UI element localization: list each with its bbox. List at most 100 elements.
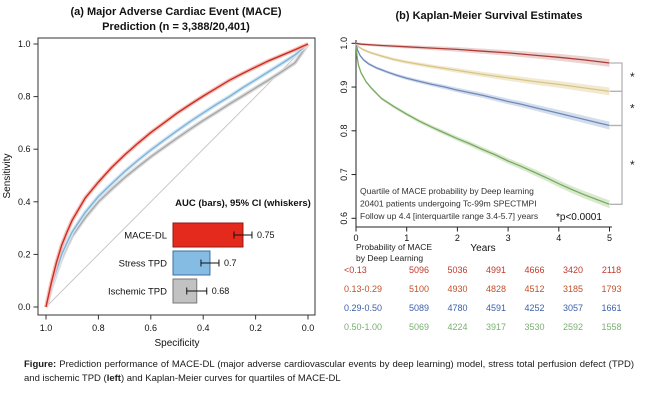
risk-table-row: <0.13 5096 5036 4991 4666 3420 2118 — [344, 265, 621, 275]
roc-ytick-label: 0.4 — [18, 197, 31, 207]
auc-value-label: 0.7 — [224, 258, 237, 268]
risk-row-label: 0.50-1.00 — [344, 322, 382, 332]
risk-count-cell: 2118 — [602, 265, 621, 275]
auc-bar-label: Ischemic TPD — [108, 287, 167, 298]
caption-text-2: ) and Kaplan-Meier curves for quartiles … — [120, 372, 341, 384]
roc-ytick-label: 0.0 — [18, 302, 31, 312]
km-xtick-label: 0 — [353, 233, 358, 243]
risk-count-cell: 3057 — [563, 303, 583, 313]
caption-figure-label: Figure: — [24, 359, 57, 370]
significance-asterisk: * — [630, 158, 635, 172]
risk-count-cell: 3185 — [563, 284, 583, 294]
roc-reference-diagonal — [45, 43, 309, 308]
roc-ytick-label: 0.8 — [18, 92, 31, 102]
roc-ytick-label: 1.0 — [18, 39, 31, 49]
km-note-line2: 20401 patients undergoing Tc-99m SPECTMP… — [360, 199, 537, 209]
risk-count-cell: 5089 — [409, 303, 429, 313]
roc-xtick-label: 1.0 — [40, 323, 53, 333]
roc-xtick-label: 0.0 — [302, 323, 315, 333]
risk-table-header-line2: by Deep Learning — [356, 253, 423, 263]
roc-curves — [44, 42, 310, 308]
km-ci-band-0.13-0.29 — [356, 42, 610, 96]
risk-count-cell: 3420 — [563, 265, 583, 275]
auc-value-label: 0.68 — [212, 286, 230, 296]
significance-asterisk: * — [630, 70, 635, 84]
km-ytick-label: 0.8 — [339, 125, 349, 138]
auc-bar-label: Stress TPD — [119, 259, 168, 270]
risk-count-cell: 4780 — [447, 303, 467, 313]
risk-count-cell: 5069 — [409, 322, 429, 332]
significance-bracket — [610, 124, 623, 205]
km-curve-0.13-0.29 — [355, 42, 610, 93]
figure-canvas: (a) Major Adverse Cardiac Event (MACE) P… — [2, 6, 635, 349]
auc-value-label: 0.75 — [257, 230, 275, 240]
risk-count-cell: 4591 — [486, 303, 506, 313]
km-xtick-label: 2 — [455, 233, 460, 243]
auc-bar-inset: MACE-DL 0.75 Stress TPD 0.7 Ischemic TPD 0.68 — [108, 222, 275, 304]
risk-table: Probability of MACE by Deep Learning <0.… — [344, 242, 622, 332]
risk-table-row: 0.50-1.00 5069 4224 3917 3530 2592 1558 — [344, 322, 622, 332]
km-xtick-label: 3 — [506, 233, 511, 243]
km-ytick-label: 0.6 — [339, 212, 349, 225]
km-curve-0.29-0.50 — [355, 43, 610, 127]
risk-count-cell: 4224 — [447, 322, 467, 332]
auc-inset-title: AUC (bars), 95% CI (whiskers) — [175, 198, 311, 209]
risk-table-rows: <0.13 5096 5036 4991 4666 3420 2118 0.13-0.29 51… — [344, 265, 622, 332]
km-curves — [355, 42, 610, 209]
km-panel: (b) Kaplan-Meier Survival Estimates 0.60… — [339, 10, 635, 332]
panel-a-title-line1: (a) Major Adverse Cardiac Event (MACE) — [70, 6, 281, 18]
km-ci-band-<0.13 — [356, 42, 610, 67]
risk-count-cell: 4252 — [524, 303, 544, 313]
km-xtick-label: 4 — [556, 233, 561, 243]
auc-bar-label: MACE-DL — [124, 231, 167, 242]
roc-panel: (a) Major Adverse Cardiac Event (MACE) P… — [2, 6, 316, 349]
caption-text-1: Prediction performance of MACE-DL (major… — [24, 359, 634, 384]
roc-ytick-label: 0.6 — [18, 144, 31, 154]
risk-row-label: 0.13-0.29 — [344, 284, 382, 294]
risk-row-label: 0.29-0.50 — [344, 303, 382, 313]
caption-bold-left: left — [106, 372, 121, 384]
significance-asterisk: * — [630, 101, 635, 115]
risk-table-header-line1: Probability of MACE — [356, 242, 432, 252]
panel-b-title: (b) Kaplan-Meier Survival Estimates — [395, 10, 582, 22]
risk-count-cell: 1793 — [601, 284, 621, 294]
km-pvalue: *p<0.0001 — [556, 212, 602, 223]
roc-ylabel: Sensitivity — [2, 153, 13, 198]
risk-count-cell: 4991 — [486, 265, 506, 275]
auc-bar-MACE-DL — [172, 222, 244, 248]
risk-count-cell: 4930 — [447, 284, 467, 294]
km-xtick-label: 1 — [404, 233, 409, 243]
risk-table-row: 0.13-0.29 5100 4930 4828 4512 3185 1793 — [344, 284, 622, 294]
risk-table-row: 0.29-0.50 5089 4780 4591 4252 3057 1661 — [344, 303, 622, 313]
km-ytick-label: 0.9 — [339, 81, 349, 94]
roc-ytick-label: 0.2 — [18, 249, 31, 259]
risk-count-cell: 4666 — [524, 265, 544, 275]
panel-a-title-line2: Prediction (n = 3,388/20,401) — [102, 21, 250, 33]
km-significance-brackets: * * * — [610, 62, 635, 205]
risk-count-cell: 2592 — [563, 322, 583, 332]
risk-count-cell: 4512 — [524, 284, 544, 294]
risk-count-cell: 5100 — [409, 284, 429, 294]
risk-count-cell: 1661 — [601, 303, 621, 313]
roc-xlabel: Specificity — [154, 338, 199, 349]
risk-count-cell: 4828 — [486, 284, 506, 294]
km-xlabel: Years — [470, 243, 495, 254]
risk-count-cell: 5096 — [409, 265, 429, 275]
figure-caption: Figure: Prediction performance of MACE-D… — [24, 358, 634, 385]
roc-curve-MACE-DL — [45, 43, 309, 308]
km-xtick-label: 5 — [607, 233, 612, 243]
risk-count-cell: 3917 — [486, 322, 506, 332]
km-ytick-label: 1.0 — [339, 37, 349, 50]
km-axes: 0.6 0.7 0.8 0.9 1.0 0 1 2 3 4 5 — [339, 37, 612, 243]
km-note-line3: Follow up 4.4 [interquartile range 3.4-5… — [360, 211, 538, 221]
km-ytick-label: 0.7 — [339, 168, 349, 181]
roc-xtick-label: 0.6 — [145, 323, 158, 333]
km-curve-0.50-1.00 — [355, 43, 610, 205]
significance-bracket — [610, 62, 623, 93]
km-note-line1: Quartile of MACE probability by Deep lea… — [360, 186, 534, 196]
roc-xtick-label: 0.2 — [249, 323, 262, 333]
roc-xtick-label: 0.8 — [92, 323, 105, 333]
risk-count-cell: 1558 — [601, 322, 621, 332]
risk-count-cell: 5036 — [447, 265, 467, 275]
